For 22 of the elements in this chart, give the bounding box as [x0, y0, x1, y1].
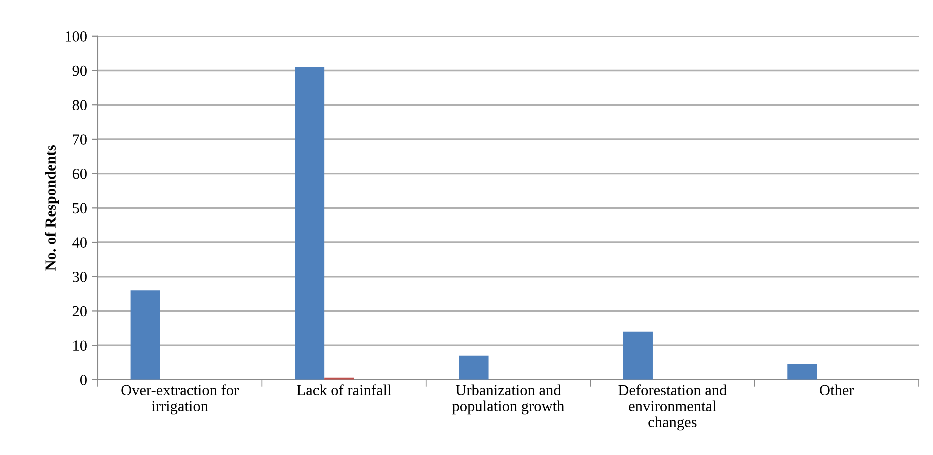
x-tick-label: Over-extraction for irrigation [122, 384, 239, 415]
y-tick-label: 10 [74, 340, 87, 352]
y-tick-label: 70 [73, 134, 87, 145]
y-tick-label: 60 [72, 168, 87, 180]
bar [459, 356, 489, 380]
x-tick-label: Lack of rainfall [297, 384, 392, 396]
y-tick-label: 20 [72, 306, 87, 317]
x-tick-label: Urbanization and population growth [452, 384, 565, 415]
y-tick-label: 80 [72, 100, 87, 111]
y-tick-label: 50 [73, 203, 87, 214]
y-tick-label: 90 [72, 66, 87, 76]
y-tick-label: 100 [66, 32, 87, 42]
y-tick-label: 40 [72, 238, 87, 248]
y-tick-label: 0 [80, 375, 87, 386]
x-tick-label: Deforestation and environmental changes [618, 384, 728, 431]
x-tick-label: Other [820, 384, 854, 396]
bar [788, 364, 818, 380]
bar [295, 67, 325, 380]
bar [130, 290, 160, 380]
bar [623, 332, 653, 380]
y-axis-title: No. of Respondents [45, 146, 60, 271]
y-tick-label: 30 [73, 272, 87, 282]
